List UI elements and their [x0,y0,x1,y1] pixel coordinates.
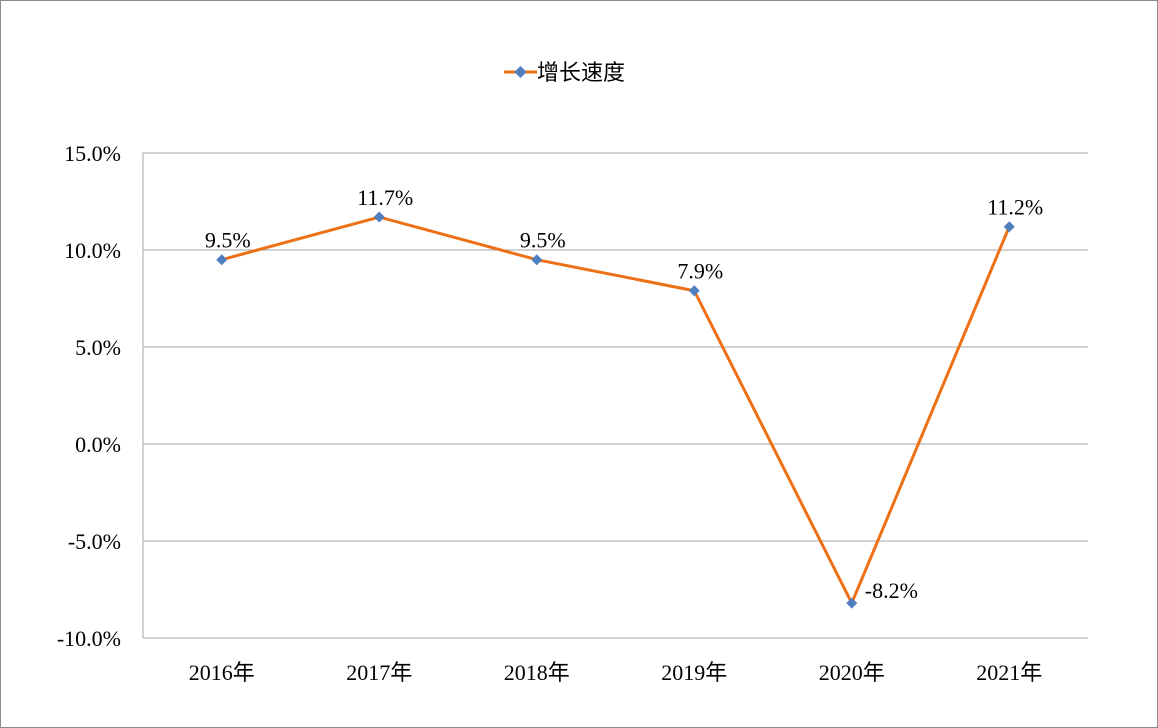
y-axis-ticks: 15.0% 10.0% 5.0% 0.0% -5.0% -10.0% [57,141,121,651]
data-point-marker [846,597,858,609]
data-label: 7.9% [677,259,723,284]
y-tick-label: 0.0% [75,432,121,457]
data-point-marker [1003,221,1015,233]
x-tick-label: 2016年 [189,660,255,685]
series-line [221,215,1011,605]
legend: 增长速度 [504,61,625,86]
x-tick-label: 2021年 [976,660,1042,685]
data-label: 11.7% [357,185,413,210]
data-label: 9.5% [520,228,566,253]
legend-marker-icon [514,66,527,78]
y-tick-label: 15.0% [64,141,121,166]
y-tick-label: 10.0% [64,238,121,263]
series-group [216,211,1015,609]
data-point-marker [531,254,543,266]
x-axis-ticks: 2016年 2017年 2018年 2019年 2020年 2021年 [189,660,1043,685]
gridlines [142,152,1088,639]
legend-label: 增长速度 [537,61,625,86]
data-point-marker [216,254,228,266]
x-tick-label: 2020年 [819,660,885,685]
data-label: 11.2% [987,195,1043,220]
data-labels: 9.5% 11.7% 9.5% 7.9% -8.2% 11.2% [205,185,1043,603]
y-tick-label: -5.0% [68,529,121,554]
x-tick-label: 2019年 [661,660,727,685]
x-tick-label: 2017年 [346,660,412,685]
y-tick-label: -10.0% [57,626,121,651]
data-point-marker [373,211,385,223]
y-tick-label: 5.0% [75,335,121,360]
x-tick-label: 2018年 [504,660,570,685]
data-point-marker [688,285,700,297]
data-label: 9.5% [205,228,251,253]
data-label: -8.2% [865,578,918,603]
